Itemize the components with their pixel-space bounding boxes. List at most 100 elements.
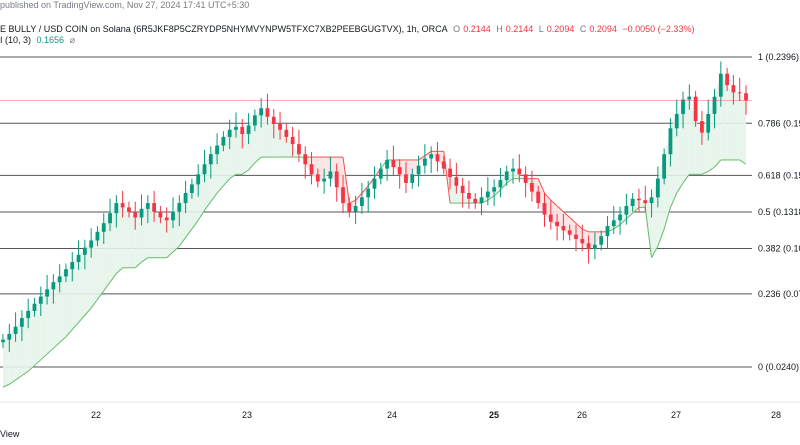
x-tick-26: 26 (577, 410, 587, 420)
candle-body-63 (397, 167, 402, 175)
candle-body-50 (315, 174, 320, 182)
indicator-line-14 (90, 299, 98, 309)
candle-body-67 (422, 158, 427, 166)
candle-body-0 (1, 339, 5, 343)
indicator-line-86 (544, 192, 552, 201)
indicator-fill-0 (3, 333, 10, 388)
indicator-line-34 (216, 185, 224, 194)
candle-body-98 (618, 214, 622, 221)
indicator-fill-110 (695, 121, 702, 175)
indicator-line-33 (210, 192, 218, 202)
indicator-line-85 (537, 178, 545, 194)
candle-body-8 (51, 282, 56, 290)
indicator-line-106 (669, 192, 678, 208)
candle-body-55 (347, 203, 352, 212)
candle-body-89 (561, 226, 566, 231)
candle-body-6 (38, 296, 43, 304)
indicator-fill-15 (97, 223, 104, 300)
candle-body-82 (517, 168, 522, 175)
indicator-line-54 (342, 157, 350, 204)
indicator-line-56 (355, 192, 363, 201)
candle-body-97 (611, 220, 616, 227)
symbol-title: E BULLY / USD COIN on Solana (6R5JKF8P5C… (0, 24, 448, 34)
symbol-legend: E BULLY / USD COIN on Solana (6R5JKF8P5C… (0, 24, 697, 35)
indicator-line-78 (493, 189, 501, 197)
candle-body-83 (523, 174, 528, 183)
candle-body-116 (731, 85, 736, 93)
footer-view-link[interactable]: View (0, 429, 20, 439)
indicator-legend[interactable]: I (10, 3) 0.1656 ⌀ (0, 35, 78, 46)
candle-body-68 (429, 154, 434, 159)
eye-slash-icon[interactable]: ⌀ (69, 35, 75, 45)
candle-body-27 (171, 211, 175, 221)
indicator-fill-67 (424, 151, 432, 159)
candle-body-118 (744, 93, 748, 101)
candle-body-112 (706, 113, 711, 133)
indicator-line-57 (361, 185, 369, 194)
candle-body-9 (57, 276, 62, 283)
candle-body-59 (372, 178, 377, 189)
candle-body-86 (542, 203, 547, 215)
candle-body-31 (196, 174, 201, 185)
candle-body-94 (592, 244, 597, 250)
candle-body-5 (32, 303, 37, 311)
candle-body-2 (13, 326, 18, 334)
indicator-line-9 (59, 336, 67, 343)
indicator-line-117 (739, 159, 747, 165)
candle-body-45 (284, 129, 289, 137)
candle-body-39 (246, 125, 251, 135)
indicator-fill-18 (116, 203, 123, 274)
indicator-line-6 (40, 353, 48, 361)
indicator-line-39 (248, 162, 256, 171)
indicator-line-55 (349, 199, 356, 204)
candle-body-11 (70, 262, 75, 270)
indicator-fill-95 (601, 226, 608, 237)
candle-body-12 (76, 254, 81, 263)
indicator-line-29 (185, 228, 193, 238)
candle-body-114 (718, 73, 723, 97)
candle-body-26 (164, 217, 169, 221)
candle-body-1 (7, 333, 12, 340)
indicator-fill-115 (727, 85, 734, 160)
candle-body-3 (20, 318, 24, 327)
candle-body-52 (328, 171, 333, 179)
fib-label-0: 1 (0.2396) (758, 52, 799, 62)
candle-body-30 (190, 184, 194, 194)
indicator-line-4 (27, 365, 35, 372)
candle-body-51 (322, 178, 327, 182)
candle-body-35 (221, 136, 226, 146)
indicator-fill-66 (418, 155, 425, 166)
indicator-line-8 (53, 342, 61, 349)
indicator-line-26 (166, 251, 174, 259)
indicator-line-28 (178, 237, 187, 247)
candle-body-18 (114, 203, 119, 214)
indicator-line-102 (644, 207, 653, 258)
indicator-line-40 (254, 156, 262, 164)
indicator-fill-9 (59, 269, 66, 343)
candle-body-41 (259, 108, 264, 116)
candle-body-78 (492, 187, 497, 192)
candle-body-65 (410, 174, 415, 183)
indicator-fill-20 (128, 211, 136, 268)
indicator-line-36 (229, 173, 237, 180)
candle-body-19 (120, 203, 125, 208)
indicator-line-111 (701, 170, 709, 175)
candle-body-22 (139, 208, 144, 218)
indicator-fill-37 (235, 126, 243, 175)
candle-body-103 (649, 197, 654, 204)
candle-body-108 (681, 99, 685, 114)
indicator-fill-94 (594, 231, 602, 245)
indicator-fill-101 (638, 200, 646, 208)
candle-body-79 (498, 180, 503, 188)
indicator-line-113 (714, 159, 722, 168)
indicator-fill-24 (154, 211, 161, 258)
candle-body-23 (145, 203, 150, 209)
candle-body-53 (334, 171, 339, 188)
indicator-line-67 (424, 150, 432, 157)
candle-body-49 (309, 164, 314, 175)
indicator-line-99 (626, 212, 633, 220)
indicator-fill-108 (683, 96, 690, 183)
candle-body-99 (624, 205, 629, 215)
candle-body-56 (353, 205, 358, 212)
